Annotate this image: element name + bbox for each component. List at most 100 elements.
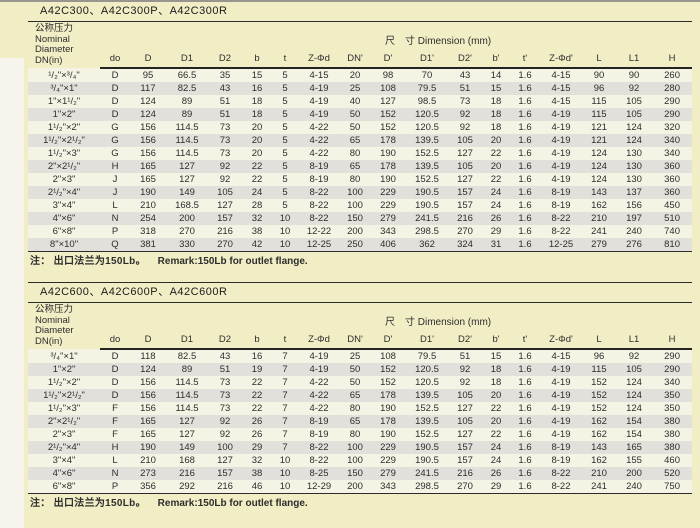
value-cell: 4-22 (309, 390, 329, 401)
size-cell: 2"×2¹/₂" (47, 161, 81, 172)
value-cell: 26 (251, 416, 263, 427)
value-cell: 127 (217, 200, 233, 211)
value-cell: 8-19 (309, 429, 329, 440)
value-cell: 350 (664, 403, 680, 414)
value-cell: 150 (347, 468, 363, 479)
value-cell: 340 (664, 377, 680, 388)
value-cell: 51 (219, 96, 231, 107)
value-cell: 7 (282, 403, 288, 414)
value-cell: D (111, 390, 119, 401)
value-cell: D (111, 83, 119, 94)
value-cell: 340 (664, 148, 680, 159)
value-cell: 168.5 (175, 200, 199, 211)
value-cell: 8-19 (551, 200, 571, 211)
value-cell: 190 (380, 174, 396, 185)
value-cell: 80 (349, 429, 361, 440)
table-row: 1"×1¹/₂" D 124 89 51 18 5 4-19 40 127 98.5 73 18 1.6 4… (28, 95, 693, 108)
value-cell: 26 (251, 429, 263, 440)
value-cell: 51 (459, 351, 471, 362)
value-cell: 26 (490, 468, 502, 479)
column-header: Z-Φd' (540, 332, 582, 350)
value-cell: D (111, 377, 119, 388)
table-row: 1¹/₂"×3" G 156 114.5 73 20 5 4-22 80 190 152.5 127 2… (28, 147, 693, 160)
value-cell: 22 (251, 390, 263, 401)
value-cell: 18 (251, 109, 263, 120)
size-cell: 2"×3" (52, 174, 76, 185)
value-cell: 324 (448, 238, 482, 252)
value-cell: 29 (490, 226, 502, 237)
value-cell: 162 (591, 455, 607, 466)
value-cell: 152 (591, 403, 607, 414)
value-cell: 157 (217, 213, 233, 224)
value-cell: 740 (664, 226, 680, 237)
column-header: b' (482, 332, 510, 350)
value-cell: 124 (626, 403, 642, 414)
value-cell: 118 (140, 351, 156, 362)
value-cell: 8-25 (309, 468, 329, 479)
value-cell: G (111, 148, 119, 159)
value-cell: 12-25 (298, 238, 340, 252)
value-cell: 82.5 (177, 351, 197, 362)
value-cell: 210 (140, 200, 156, 211)
value-cell: Q (100, 238, 130, 252)
value-cell: 8-22 (540, 480, 582, 494)
value-cell: 4-19 (551, 161, 571, 172)
table-row: 6"×8" P 356 292 216 46 10 12-29 200 343 298.5 270 29… (28, 480, 693, 494)
value-cell: 4-19 (309, 364, 329, 375)
value-cell: 18 (490, 377, 502, 388)
value-cell: 120.5 (415, 109, 439, 120)
size-cell: 1"×1¹/₂" (47, 96, 81, 107)
value-cell: 279 (380, 468, 396, 479)
value-cell: 280 (664, 83, 680, 94)
column-header: L (582, 51, 616, 69)
value-cell: 152 (380, 122, 396, 133)
value-cell: 343 (380, 226, 396, 237)
value-cell: 124 (140, 364, 156, 375)
value-cell: 124 (591, 161, 607, 172)
size-cell: 3"×4" (52, 200, 76, 211)
value-cell: 1.6 (518, 200, 532, 211)
value-cell: 190 (140, 442, 156, 453)
value-cell: 90 (593, 70, 605, 81)
value-cell: 155 (626, 455, 642, 466)
value-cell: 254 (140, 213, 156, 224)
value-cell: 1.6 (518, 148, 532, 159)
column-header: Z-Φd (298, 332, 340, 350)
value-cell: 150 (347, 213, 363, 224)
value-cell: 143 (591, 187, 607, 198)
value-cell: 156 (140, 377, 156, 388)
value-cell: 270 (208, 238, 242, 252)
value-cell: 360 (664, 187, 680, 198)
value-cell: 22 (251, 403, 263, 414)
column-header: D' (370, 332, 406, 350)
value-cell: 127 (179, 429, 195, 440)
value-cell: 105 (626, 109, 642, 120)
value-cell: 4-19 (551, 364, 571, 375)
header-pressure-cn: 公称压力 (35, 304, 74, 315)
page-top-edge (0, 0, 700, 2)
size-cell: 3"×4" (52, 455, 76, 466)
value-cell: 51 (219, 364, 231, 375)
value-cell: 4-19 (309, 83, 329, 94)
value-cell: 139.5 (415, 135, 439, 146)
value-cell: 117 (140, 83, 156, 94)
value-cell: 152 (380, 109, 396, 120)
value-cell: 8-22 (309, 200, 329, 211)
value-cell: 360 (664, 174, 680, 185)
value-cell: 8-19 (551, 442, 571, 453)
note-chinese: 注： 出口法兰为150Lb。 (30, 498, 146, 509)
value-cell: 152.5 (415, 148, 439, 159)
dimension-mm-header: 尺 寸 Dimension (mm) (385, 36, 492, 47)
value-cell: 105 (457, 135, 473, 146)
value-cell: 210 (591, 468, 607, 479)
header-diameter: Diameter (35, 44, 74, 55)
value-cell: 127 (179, 161, 195, 172)
value-cell: 4-15 (551, 351, 571, 362)
value-cell: 229 (380, 455, 396, 466)
column-header: do (100, 51, 130, 69)
value-cell: 143 (591, 442, 607, 453)
value-cell: 8-22 (309, 442, 329, 453)
value-cell: 162 (591, 429, 607, 440)
column-header: Z-Φd' (540, 51, 582, 69)
table-row: 1¹/₂"×3" F 156 114.5 73 22 7 4-22 80 190 152.5 127 2… (28, 402, 693, 415)
